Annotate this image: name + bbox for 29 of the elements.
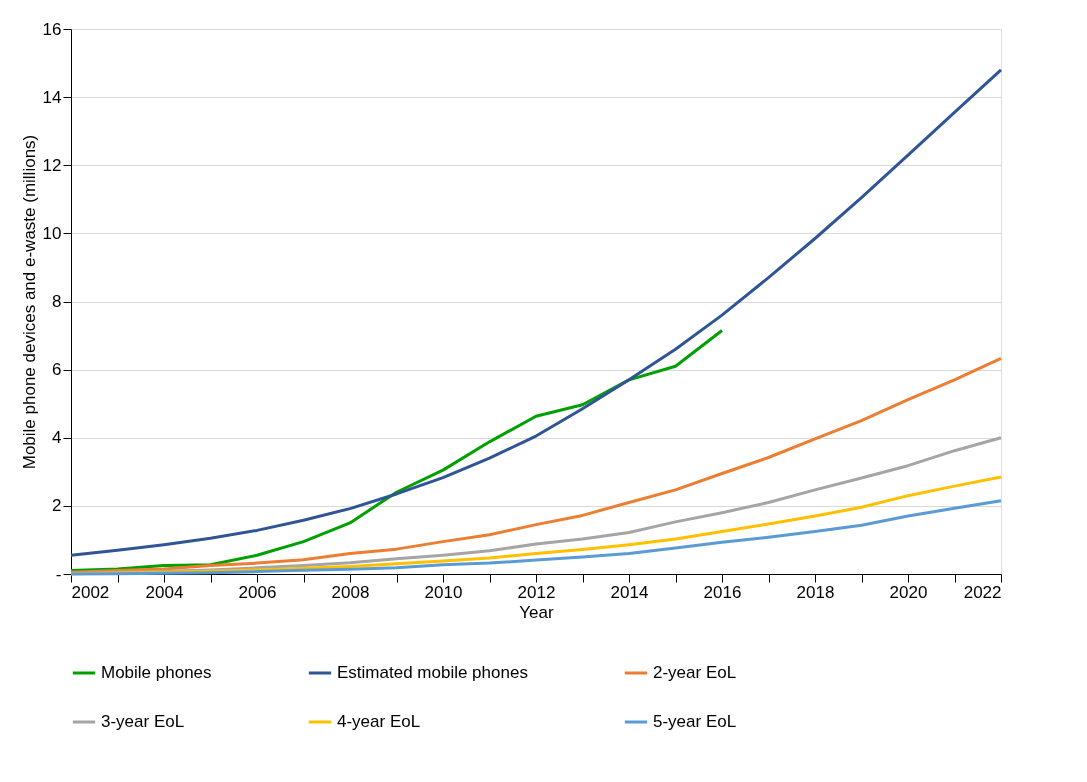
x-tick-label: 2002 xyxy=(71,582,110,602)
x-tick-label: 2012 xyxy=(517,582,556,602)
x-tick-label: 2018 xyxy=(796,582,835,602)
y-tick-label: 14 xyxy=(42,87,62,107)
x-tick-label: 2020 xyxy=(889,582,928,602)
x-tick-label: 2010 xyxy=(424,582,463,602)
y-tick-label: 10 xyxy=(42,223,62,243)
legend-label: 3-year EoL xyxy=(101,712,185,731)
y-tick-label: 4 xyxy=(52,428,62,448)
legend-label: 5-year EoL xyxy=(653,712,737,731)
y-tick-label: - xyxy=(55,564,62,584)
x-tick-label: 2008 xyxy=(331,582,370,602)
y-tick-label: 12 xyxy=(42,155,62,175)
x-axis-title: Year xyxy=(519,602,555,622)
legend-label: 4-year EoL xyxy=(337,712,421,731)
legend-label: 2-year EoL xyxy=(653,663,737,682)
legend-label: Mobile phones xyxy=(101,663,212,682)
legend-label: Estimated mobile phones xyxy=(337,663,528,682)
x-tick-label: 2014 xyxy=(610,582,649,602)
x-tick-label: 2016 xyxy=(703,582,742,602)
y-tick-label: 6 xyxy=(52,360,62,380)
x-tick-label: 2006 xyxy=(238,582,277,602)
y-tick-label: 16 xyxy=(42,19,62,39)
y-axis-title: Mobile phone devices and e-waste (millions) xyxy=(19,134,39,470)
y-tick-label: 8 xyxy=(52,292,62,311)
line-series xyxy=(69,68,1003,557)
x-tick-label: 2022 xyxy=(963,582,1002,602)
x-tick-label: 2004 xyxy=(145,582,184,602)
y-tick-label: 2 xyxy=(52,496,62,516)
